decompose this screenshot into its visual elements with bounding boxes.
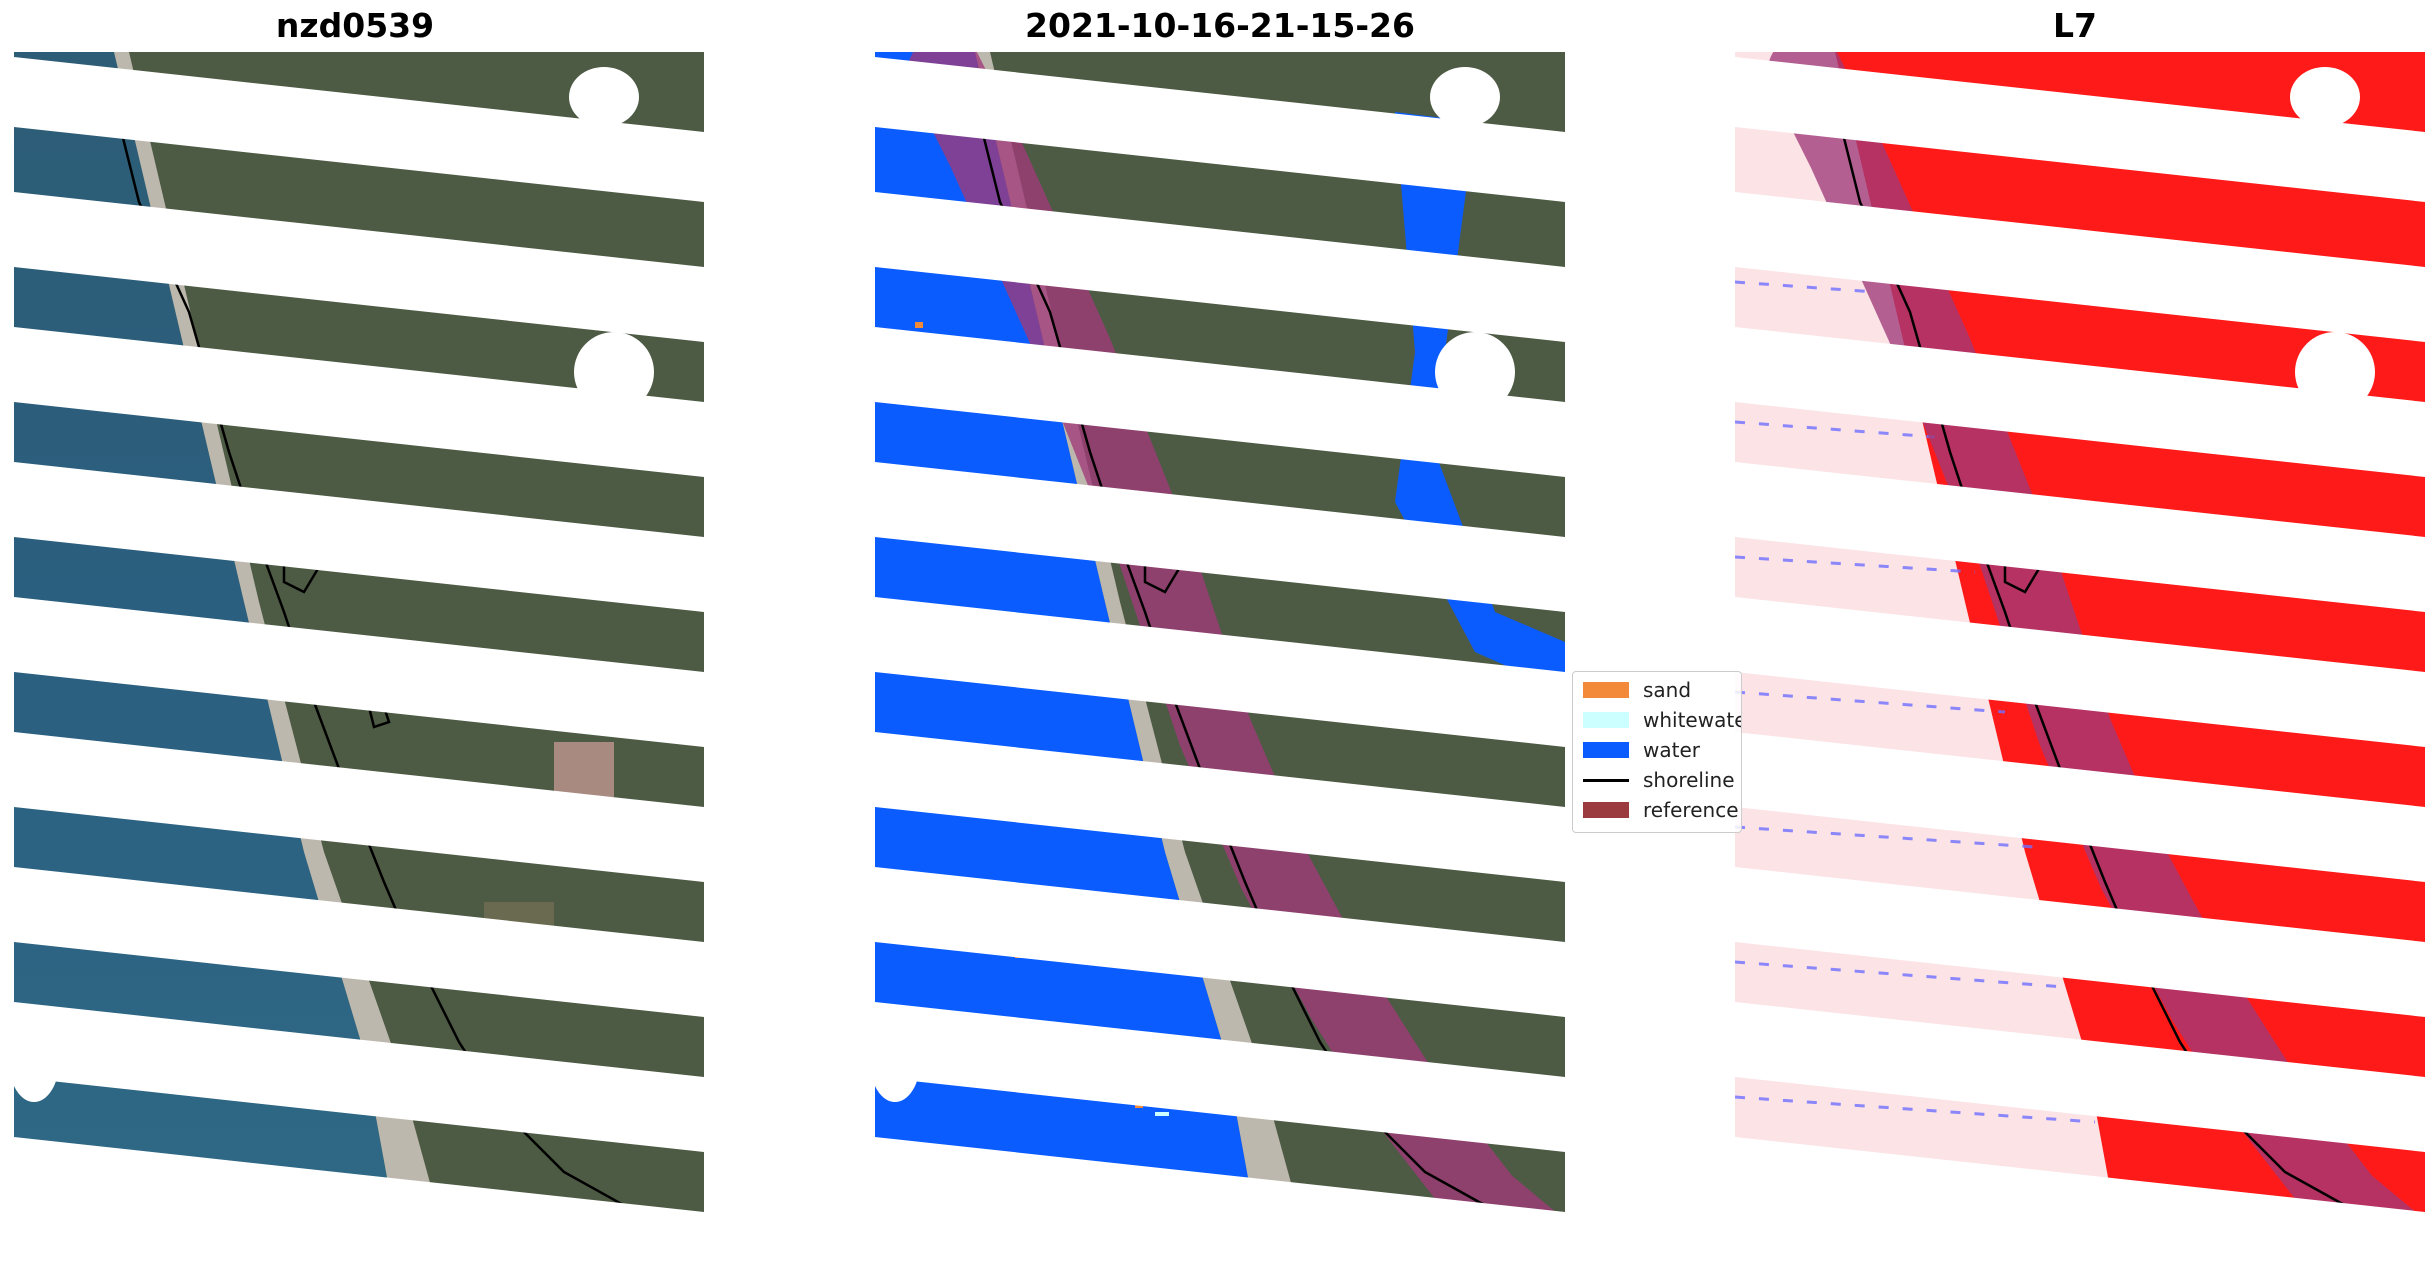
whitewater-swatch [1583, 712, 1629, 728]
classification-panel [875, 52, 1565, 1270]
legend-label: whitewater [1643, 708, 1741, 732]
rgb-image [14, 52, 704, 1270]
field-patch [554, 742, 614, 797]
legend-item-whitewater: whitewater [1583, 706, 1741, 734]
classification-image [875, 52, 1565, 1270]
shoreline-swatch [1583, 778, 1629, 782]
water-swatch [1583, 742, 1629, 758]
panel-title-rgb: nzd0539 [275, 6, 435, 45]
legend-label: sand [1643, 678, 1692, 702]
legend-item-reference: reference [1583, 796, 1739, 824]
reference-swatch [1583, 802, 1629, 818]
legend-item-shoreline: shoreline [1583, 766, 1735, 794]
legend: sand whitewater water shoreline referenc… [1572, 671, 1742, 833]
panel-title-index: L7 [2053, 6, 2097, 45]
scanline-gaps [14, 57, 704, 1270]
scanline-gaps [875, 57, 1565, 1270]
legend-item-water: water [1583, 736, 1700, 764]
index-panel [1735, 52, 2425, 1270]
legend-item-sand: sand [1583, 676, 1691, 704]
legend-label: reference [1643, 798, 1739, 822]
scanline-gaps [1735, 57, 2425, 1270]
panel-title-classification: 2021-10-16-21-15-26 [1025, 6, 1415, 45]
index-image [1735, 52, 2425, 1270]
sand-swatch [1583, 682, 1629, 698]
legend-label: shoreline [1643, 768, 1735, 792]
rgb-image-panel [14, 52, 704, 1270]
legend-label: water [1643, 738, 1700, 762]
